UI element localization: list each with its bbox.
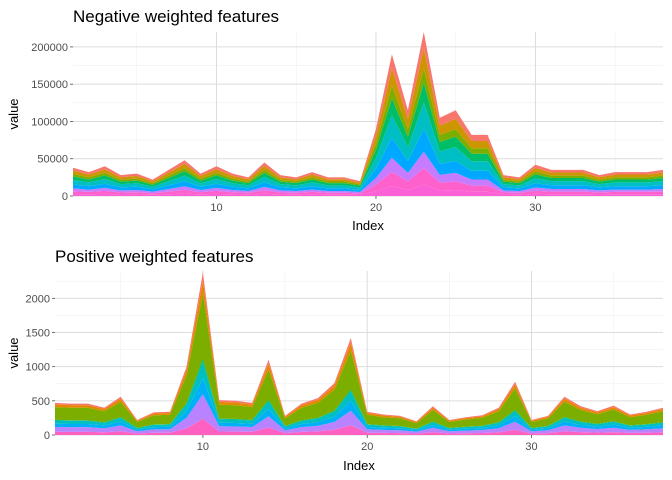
area-layer-3 (55, 293, 663, 429)
y-tick-label: 150000 (31, 79, 68, 91)
x-tick-label: 10 (210, 202, 222, 214)
y-tick-label: 50000 (37, 154, 68, 166)
x-axis-label: Index (343, 458, 375, 473)
area-layer-2 (55, 280, 663, 424)
area-layer-9 (73, 184, 663, 196)
positive-features-chart: 0 500 1000 1500 2000 10 20 30 Positive weighted … (6, 247, 663, 473)
y-axis-label: value (6, 337, 21, 368)
x-axis-label: Index (352, 218, 384, 233)
chart-title: Positive weighted features (55, 247, 253, 266)
y-axis-label: value (6, 98, 21, 129)
chart-title: Negative weighted features (73, 7, 279, 26)
x-tick-label: 30 (529, 202, 541, 214)
x-tick-label: 30 (525, 441, 537, 453)
y-tick-label: 200000 (31, 42, 68, 54)
area-layer-8 (73, 168, 663, 195)
area-layer-1 (55, 272, 663, 422)
area-layer-2 (73, 48, 663, 185)
x-tick-label: 20 (361, 441, 373, 453)
x-tick-label: 10 (197, 441, 209, 453)
x-tick-label: 20 (370, 202, 382, 214)
negative-features-chart: 0 50000 100000 150000 200000 10 20 30 Negative w… (6, 7, 663, 233)
y-tick-label: 0 (44, 430, 50, 442)
area-layer-6 (73, 128, 663, 192)
y-tick-label: 100000 (31, 116, 68, 128)
area-layer-7 (73, 151, 663, 194)
area-layer-7 (55, 394, 663, 434)
y-tick-label: 500 (32, 396, 50, 408)
y-tick-label: 1500 (26, 328, 50, 340)
y-tick-label: 2000 (26, 293, 50, 305)
y-tick-label: 1000 (26, 362, 50, 374)
area-layer-5 (55, 361, 663, 431)
area-layer-8 (55, 418, 663, 435)
y-tick-label: 0 (62, 191, 68, 203)
area-layer-6 (55, 378, 663, 432)
area-layer-4 (55, 358, 663, 429)
